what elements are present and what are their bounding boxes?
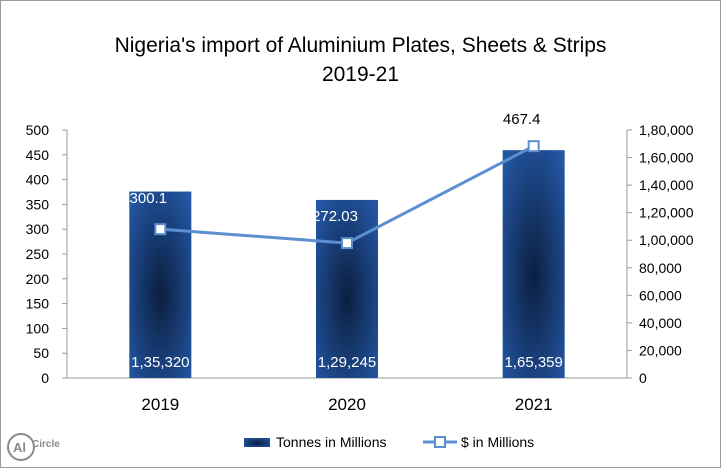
legend-label-dollars: $ in Millions [461, 434, 534, 450]
dollar-point-2021 [527, 140, 540, 153]
left-tick-label: 200 [26, 271, 50, 287]
logo-mark: Al [13, 440, 26, 455]
category-label: 2019 [141, 395, 179, 414]
logo-brand: Circle [32, 439, 60, 450]
right-tick-label: 40,000 [639, 315, 682, 331]
chart-subtitle: 2019-21 [321, 63, 400, 86]
bar-2019 [129, 191, 192, 378]
right-tick-label: 60,000 [639, 287, 682, 303]
right-tick-label: 80,000 [639, 260, 682, 276]
bar-2021 [502, 150, 565, 378]
left-tick-label: 450 [26, 147, 50, 163]
bar-value-label: 1,35,320 [131, 354, 189, 371]
category-label: 2020 [328, 395, 366, 414]
dollar-point-2020 [341, 237, 353, 250]
bar-value-label: 1,65,359 [504, 354, 562, 371]
bar-2020 [316, 199, 378, 378]
right-tick-label: 1,80,000 [639, 122, 694, 138]
right-tick-label: 20,000 [639, 342, 682, 358]
left-tick-label: 350 [26, 196, 50, 212]
chart-title: Nigeria's import of Aluminium Plates, Sh… [114, 34, 607, 57]
dollar-value-label: 272.03 [312, 208, 358, 225]
left-tick-label: 100 [26, 320, 50, 336]
left-tick-label: 50 [33, 345, 49, 361]
right-tick-label: 0 [639, 370, 647, 386]
dollar-value-label: 467.4 [503, 111, 541, 128]
category-label: 2021 [515, 395, 553, 414]
dollar-value-label: 300.1 [130, 190, 168, 207]
left-tick-label: 500 [26, 122, 50, 138]
logo-ring-icon [7, 433, 35, 461]
right-tick-label: 1,60,000 [639, 150, 694, 166]
right-tick-label: 1,20,000 [639, 205, 694, 221]
bar-value-label: 1,29,245 [318, 354, 376, 371]
left-tick-label: 400 [26, 172, 50, 188]
alcircle-logo: Al Circle [7, 433, 60, 461]
left-tick-label: 0 [41, 370, 49, 386]
left-tick-label: 150 [26, 296, 50, 312]
right-tick-label: 1,00,000 [639, 232, 694, 248]
right-tick-label: 1,40,000 [639, 177, 694, 193]
left-tick-label: 250 [26, 246, 50, 262]
left-tick-label: 300 [26, 221, 50, 237]
legend-swatch-marker [434, 436, 446, 448]
legend-swatch-tonnes [244, 438, 270, 447]
legend-label-tonnes: Tonnes in Millions [276, 434, 387, 450]
dollar-point-2019 [154, 223, 167, 236]
